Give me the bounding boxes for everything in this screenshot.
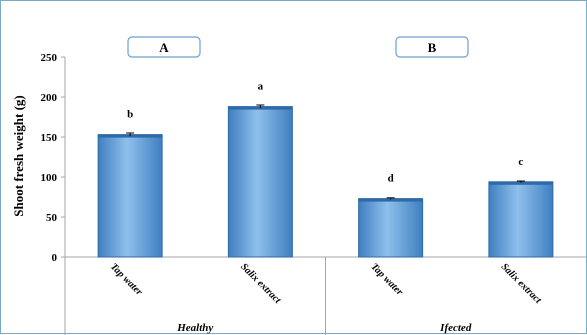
y-tick-label: 50	[46, 212, 58, 224]
significance-letter: a	[258, 81, 264, 93]
category-label: Tap water	[369, 261, 405, 297]
category-label: Salix extract	[499, 261, 544, 306]
group-label-ifected: Ifected	[439, 322, 472, 334]
group-label-healthy: Healthy	[176, 322, 213, 334]
panel-box-a	[127, 36, 201, 58]
y-tick-label: 0	[52, 252, 58, 264]
bar	[97, 134, 163, 258]
category-label: Tap water	[108, 261, 144, 297]
panel-label-b: B	[428, 40, 437, 55]
significance-letter: b	[127, 109, 133, 121]
y-tick-label: 250	[41, 52, 58, 64]
bar-top-edge	[358, 198, 423, 202]
y-tick-label: 150	[41, 132, 58, 144]
bar	[227, 106, 293, 258]
category-label: Salix extract	[238, 261, 283, 306]
y-tick-label: 100	[41, 172, 58, 184]
bar	[488, 181, 554, 258]
panel-label-a: A	[159, 40, 169, 55]
y-tick-label: 200	[41, 92, 58, 104]
bar	[358, 198, 424, 258]
significance-letter: c	[518, 156, 523, 168]
y-axis-title: Shoot fresh weight (g)	[11, 95, 26, 216]
panel-box-b	[395, 36, 469, 58]
bar-top-edge	[488, 181, 553, 185]
significance-letter: d	[388, 173, 394, 185]
